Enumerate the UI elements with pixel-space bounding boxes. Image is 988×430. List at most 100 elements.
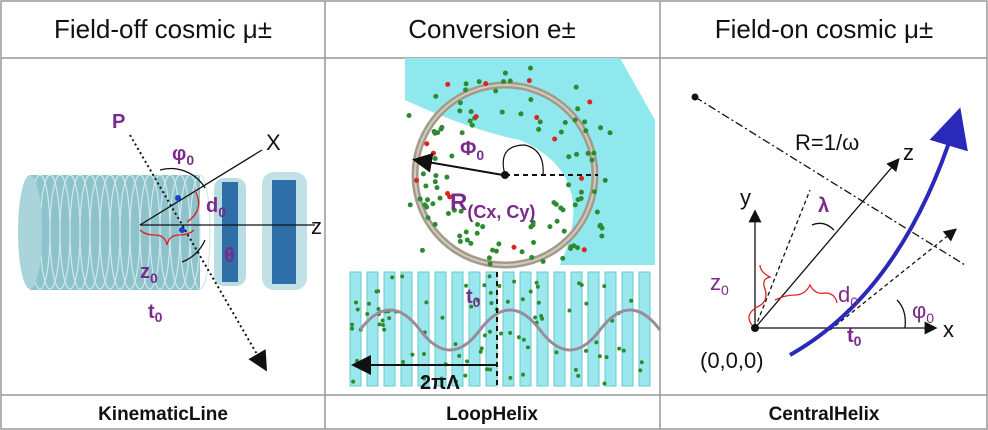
hit xyxy=(458,239,463,244)
hit xyxy=(350,323,354,327)
hit xyxy=(431,151,436,156)
label: R=1/ω xyxy=(795,130,859,155)
hit xyxy=(463,374,467,378)
hit xyxy=(529,255,534,260)
hit xyxy=(375,290,379,294)
hit xyxy=(479,350,483,354)
hit xyxy=(355,359,359,363)
hit xyxy=(512,280,516,284)
hit xyxy=(536,285,540,289)
hit xyxy=(483,81,488,86)
label: 2πΛ xyxy=(420,372,460,394)
column-header: Field-on cosmic μ± xyxy=(715,14,934,44)
hit xyxy=(458,100,463,105)
hit xyxy=(433,179,438,184)
hit xyxy=(354,300,358,304)
label: φ0 xyxy=(912,298,934,326)
hit xyxy=(605,355,609,359)
hit xyxy=(576,197,581,202)
hit xyxy=(400,274,404,278)
hit xyxy=(356,307,360,311)
hit xyxy=(493,88,498,93)
point xyxy=(692,94,699,101)
hit xyxy=(440,316,444,320)
hit xyxy=(457,108,462,113)
hit xyxy=(457,234,462,239)
straw xyxy=(503,272,514,386)
hit xyxy=(488,274,492,278)
hit xyxy=(489,291,493,295)
hit xyxy=(469,109,474,114)
hit xyxy=(629,299,633,303)
hit xyxy=(535,281,539,285)
origin xyxy=(751,324,759,332)
hit xyxy=(575,106,580,111)
hit xyxy=(574,85,579,90)
straw xyxy=(435,272,446,386)
hit xyxy=(420,248,425,253)
hit xyxy=(580,283,584,287)
hit xyxy=(501,79,506,84)
label: (0,0,0) xyxy=(700,348,764,373)
hit xyxy=(574,368,578,372)
hit xyxy=(511,245,516,250)
hit xyxy=(449,154,454,159)
hit xyxy=(528,66,533,71)
hit xyxy=(425,197,430,202)
hit xyxy=(534,115,539,120)
hit xyxy=(464,81,469,86)
hit xyxy=(422,352,426,356)
hit xyxy=(538,119,543,124)
hit xyxy=(424,205,429,210)
hit xyxy=(528,97,533,102)
hit xyxy=(499,332,503,336)
hit xyxy=(574,152,579,157)
hit xyxy=(408,202,413,207)
hit xyxy=(579,176,584,181)
hit xyxy=(595,209,600,214)
label: y xyxy=(740,185,751,210)
hit xyxy=(424,141,429,146)
label: θ xyxy=(224,245,235,267)
hit xyxy=(518,111,523,116)
hit xyxy=(480,224,485,229)
hit xyxy=(444,175,449,180)
event-display xyxy=(345,58,660,388)
hit xyxy=(367,302,371,306)
hit xyxy=(608,130,613,135)
hit xyxy=(463,87,468,92)
center xyxy=(501,171,509,179)
column-footer: CentralHelix xyxy=(769,404,880,425)
hit xyxy=(560,256,565,261)
hit xyxy=(598,354,602,358)
hit xyxy=(599,233,604,238)
label: P xyxy=(112,111,125,133)
hit xyxy=(584,302,588,306)
hit xyxy=(445,82,450,87)
straw xyxy=(588,272,599,386)
hit xyxy=(488,367,492,371)
column-header: Conversion e± xyxy=(408,14,575,44)
hit xyxy=(552,137,557,142)
hit xyxy=(435,185,440,190)
hit xyxy=(598,223,603,228)
hit xyxy=(477,79,482,84)
hit xyxy=(508,376,512,380)
detector-cylinder xyxy=(18,172,307,290)
hit xyxy=(536,127,541,132)
hit xyxy=(175,195,181,201)
hit xyxy=(489,301,493,305)
hit xyxy=(465,237,470,242)
hit xyxy=(603,178,608,183)
hit xyxy=(407,113,412,118)
hit xyxy=(521,297,525,301)
hit xyxy=(533,315,537,319)
hit xyxy=(508,78,513,83)
hit xyxy=(350,327,354,331)
hit xyxy=(527,78,532,83)
hit xyxy=(426,215,431,220)
hit xyxy=(560,207,565,212)
hit xyxy=(583,128,588,133)
hit xyxy=(582,119,587,124)
hit xyxy=(591,151,596,156)
